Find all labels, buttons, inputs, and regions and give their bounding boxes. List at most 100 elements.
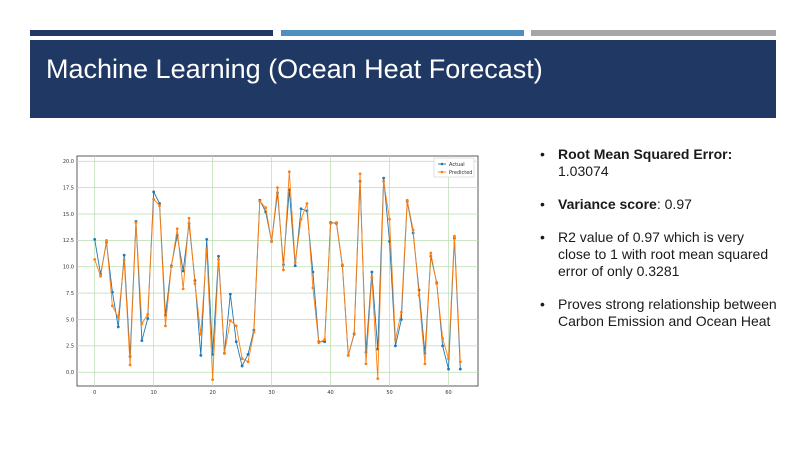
data-point-predicted — [276, 186, 279, 190]
data-point-actual — [140, 339, 144, 343]
data-point-predicted — [158, 204, 161, 207]
legend-marker — [440, 162, 444, 166]
data-point-predicted — [110, 304, 114, 308]
bullet-relationship: • Proves strong relationship between Car… — [540, 296, 780, 330]
data-point-actual — [394, 344, 397, 348]
y-tick-label: 15.0 — [63, 212, 74, 218]
data-point-predicted — [364, 362, 368, 366]
data-point-predicted — [252, 330, 256, 334]
slide-title: Machine Learning (Ocean Heat Forecast) — [46, 54, 543, 84]
data-point-predicted — [122, 259, 126, 262]
data-point-predicted — [299, 217, 303, 221]
data-point-actual — [447, 367, 450, 371]
data-point-predicted — [376, 377, 380, 381]
data-point-predicted — [193, 282, 197, 286]
data-point-predicted — [234, 324, 238, 328]
data-point-actual — [228, 292, 232, 296]
data-point-actual — [181, 269, 185, 273]
data-point-actual — [146, 317, 150, 320]
data-point-predicted — [388, 217, 391, 221]
x-tick-label: 40 — [327, 390, 333, 396]
data-point-actual — [122, 253, 126, 257]
bullet-relationship-text: Proves strong relationship between Carbo… — [558, 296, 777, 329]
accent-bar-navy — [30, 30, 273, 36]
y-tick-label: 10.0 — [63, 265, 74, 271]
data-point-predicted — [152, 197, 156, 201]
bullet-list: • Root Mean Squared Error: 1.03074 • Var… — [540, 146, 780, 346]
bullet-rmse-label: Root Mean Squared Error: — [558, 146, 733, 162]
data-point-actual — [370, 270, 374, 274]
data-point-predicted — [116, 316, 120, 319]
bullet-variance-label: Variance score — [558, 196, 657, 212]
bullet-dot-icon: • — [540, 229, 545, 245]
data-point-actual — [116, 325, 120, 329]
data-point-predicted — [211, 378, 215, 382]
data-point-actual — [199, 354, 203, 357]
bullet-r2-text: R2 value of 0.97 which is very close to … — [558, 229, 769, 279]
data-point-predicted — [140, 322, 144, 326]
data-point-predicted — [246, 360, 250, 364]
data-point-predicted — [429, 251, 433, 255]
data-point-actual — [399, 318, 403, 321]
data-point-actual — [205, 237, 209, 241]
data-point-predicted — [228, 319, 232, 322]
data-point-predicted — [93, 257, 97, 261]
y-tick-label: 17.5 — [63, 185, 74, 191]
x-tick-label: 10 — [150, 390, 156, 396]
data-point-predicted — [105, 239, 108, 242]
data-point-actual — [246, 352, 250, 356]
bullet-r2: • R2 value of 0.97 which is very close t… — [540, 229, 780, 280]
data-point-predicted — [199, 332, 203, 336]
data-point-predicted — [335, 221, 338, 224]
data-point-predicted — [217, 257, 220, 261]
data-point-predicted — [181, 287, 185, 291]
data-point-predicted — [311, 286, 315, 290]
data-point-predicted — [128, 363, 132, 367]
chart-container: 0.0 2.5 5.0 7.5 10.0 12.5 15.0 17.5 20.0 0 10 20 30 4… — [59, 152, 482, 405]
data-point-predicted — [281, 268, 285, 272]
title-band: Machine Learning (Ocean Heat Forecast) — [30, 40, 776, 118]
data-point-predicted — [205, 247, 209, 251]
x-tick-label: 50 — [386, 390, 392, 396]
data-point-predicted — [323, 338, 327, 341]
accent-bar-blue — [281, 30, 524, 36]
data-point-actual — [234, 340, 238, 344]
x-tick-label: 30 — [268, 390, 274, 396]
data-point-predicted — [447, 357, 450, 360]
line-chart: 0.0 2.5 5.0 7.5 10.0 12.5 15.0 17.5 20.0 0 10 20 30 4… — [63, 155, 479, 396]
data-point-predicted — [240, 357, 244, 360]
bullet-dot-icon: • — [540, 146, 545, 162]
data-point-predicted — [164, 324, 167, 328]
data-point-predicted — [99, 274, 102, 278]
data-point-predicted — [264, 206, 268, 210]
bullet-variance: • Variance score: 0.97 — [540, 196, 780, 213]
data-point-predicted — [417, 293, 421, 297]
data-point-predicted — [258, 199, 262, 203]
x-tick-label: 20 — [209, 390, 215, 396]
data-point-predicted — [346, 354, 350, 357]
data-point-actual — [382, 176, 386, 180]
data-point-actual — [293, 264, 297, 268]
data-point-actual — [299, 207, 303, 211]
data-point-predicted — [458, 360, 462, 364]
accent-bar-gray — [531, 30, 776, 36]
data-point-predicted — [411, 228, 415, 232]
data-point-predicted — [317, 341, 321, 345]
y-tick-label: 20.0 — [63, 159, 74, 165]
data-point-predicted — [223, 351, 226, 355]
data-point-predicted — [293, 261, 297, 264]
legend-label: Predicted — [449, 170, 472, 176]
data-point-predicted — [382, 179, 386, 183]
y-tick-label: 0.0 — [66, 370, 74, 376]
data-point-predicted — [270, 240, 274, 243]
data-point-predicted — [352, 331, 356, 335]
data-point-predicted — [441, 337, 445, 340]
data-point-predicted — [435, 282, 439, 286]
x-tick-label: 0 — [93, 390, 96, 396]
y-tick-label: 5.0 — [66, 317, 74, 323]
x-tick-label: 60 — [445, 390, 451, 396]
data-point-predicted — [175, 227, 179, 231]
y-tick-label: 12.5 — [63, 238, 74, 244]
data-point-predicted — [394, 338, 397, 341]
bullet-dot-icon: • — [540, 196, 545, 212]
